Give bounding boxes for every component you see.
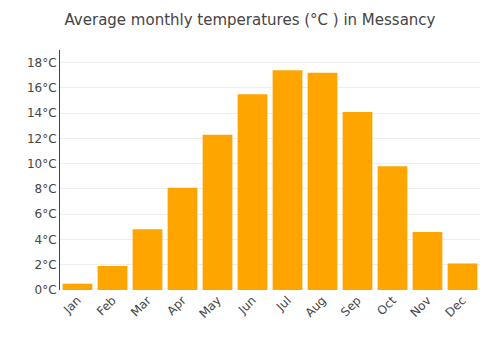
svg-text:6°C: 6°C: [35, 207, 57, 221]
svg-text:Jun: Jun: [235, 293, 259, 317]
svg-text:10°C: 10°C: [27, 157, 57, 171]
svg-text:0°C: 0°C: [35, 283, 57, 297]
svg-text:Aug: Aug: [302, 293, 328, 319]
svg-text:Dec: Dec: [443, 293, 469, 319]
svg-text:8°C: 8°C: [35, 182, 57, 196]
svg-text:Jan: Jan: [60, 293, 84, 317]
svg-text:Average monthly temperatures (: Average monthly temperatures (°C ) in Me…: [64, 11, 435, 29]
svg-text:Oct: Oct: [374, 293, 399, 318]
svg-text:14°C: 14°C: [27, 106, 57, 120]
svg-text:Apr: Apr: [164, 293, 189, 318]
svg-text:May: May: [196, 293, 223, 320]
svg-text:Sep: Sep: [338, 293, 364, 319]
svg-text:Nov: Nov: [407, 293, 433, 319]
svg-text:2°C: 2°C: [35, 258, 57, 272]
svg-text:4°C: 4°C: [35, 233, 57, 247]
svg-text:16°C: 16°C: [27, 81, 57, 95]
svg-text:18°C: 18°C: [27, 56, 57, 70]
svg-text:Jul: Jul: [273, 293, 294, 314]
svg-text:12°C: 12°C: [27, 132, 57, 146]
svg-text:Mar: Mar: [128, 293, 154, 319]
svg-text:Feb: Feb: [94, 293, 119, 318]
